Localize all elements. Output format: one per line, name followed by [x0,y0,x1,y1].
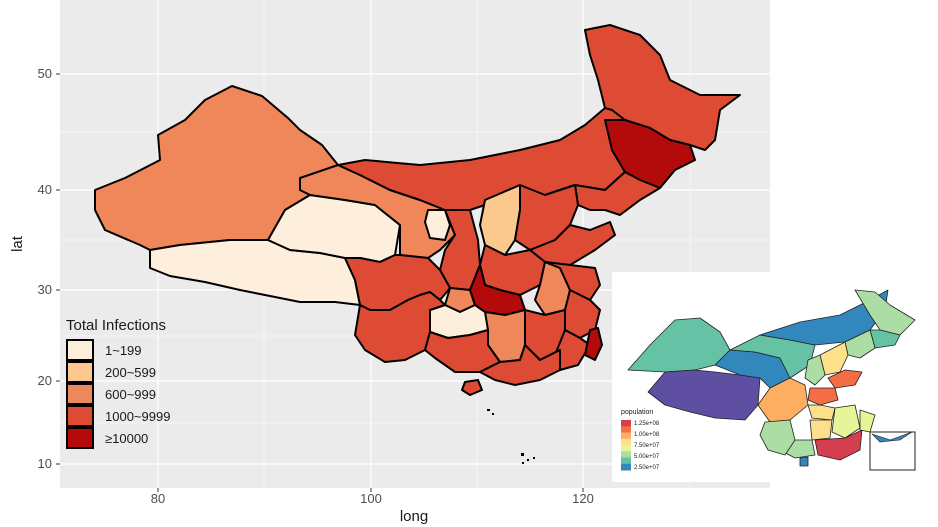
inset-scale-label: 2.50e+07 [634,465,660,471]
inset-hunan [809,419,833,441]
x-tick-label: 100 [360,491,382,506]
inset-scale-segment [621,438,631,446]
legend-label: 600~999 [105,387,156,402]
y-tick-label: 40 [38,182,52,197]
inset-scale-segment [621,457,631,465]
inset-scale-label: 1.25e+08 [634,421,660,427]
inset-taiwan-shape [871,431,913,443]
inset-yunnan [759,419,796,456]
y-tick-label: 10 [38,456,52,471]
inset-legend-title: population [621,409,653,416]
legend-swatch [66,383,94,405]
x-tick-label: 80 [151,491,165,506]
legend-swatch [66,427,94,449]
province-hainan [461,379,483,396]
inset-color-scale [621,420,631,471]
legend-swatch [66,361,94,383]
province-guangdong [479,344,561,386]
inset-scale-segment [621,420,631,427]
inset-scale-label: 1.00e+08 [634,432,660,438]
province-yunnan [354,291,446,363]
legend-swatch [66,339,94,361]
x-axis-title: long [400,508,428,525]
inset-tibet [647,369,761,421]
legend-label: 200~599 [105,365,156,380]
inset-henan [807,387,839,406]
inset-scale-segment [621,432,631,440]
x-axis: 80 100 120 long [151,488,594,525]
province-jilin [604,119,696,189]
province-liaoning [574,171,661,216]
legend-label: 1000~9999 [105,409,170,424]
inset-scale-segment [621,463,631,471]
legend-swatch [66,405,94,427]
inset-jiangxi [831,404,861,439]
x-tick-label: 120 [572,491,594,506]
legend-label: 1~199 [105,343,142,358]
inset-heilongjiang [854,289,916,336]
inset-shanxi [804,354,826,386]
y-axis: 50 40 30 20 10 lat [9,66,60,471]
y-tick-label: 50 [38,66,52,81]
inset-population-map: population 1.25e+08 1.00e+08 7.50e+07 5.… [612,272,938,482]
legend: Total Infections 1~199 200~599 600~999 1… [66,317,170,449]
y-tick-label: 20 [38,373,52,388]
province-heilongjiang [584,24,741,151]
inset-south-sea-box [869,431,916,471]
inset-scale-label: 7.50e+07 [634,443,660,449]
inset-hainan [799,456,809,467]
y-axis-title: lat [9,235,26,252]
inset-scale-segment [621,426,631,433]
y-tick-label: 30 [38,282,52,297]
inset-scale-segment [621,451,631,458]
inset-scale-segment [621,445,631,452]
province-taiwan [584,327,603,361]
inset-hubei [807,404,836,421]
province-layer [94,24,741,396]
legend-title: Total Infections [66,317,166,334]
inset-scale-label: 5.00e+07 [634,454,660,460]
south-sea-islands [487,409,535,464]
inset-shandong [827,369,863,389]
legend-label: ≥10000 [105,431,148,446]
province-jiangsu [544,261,601,301]
